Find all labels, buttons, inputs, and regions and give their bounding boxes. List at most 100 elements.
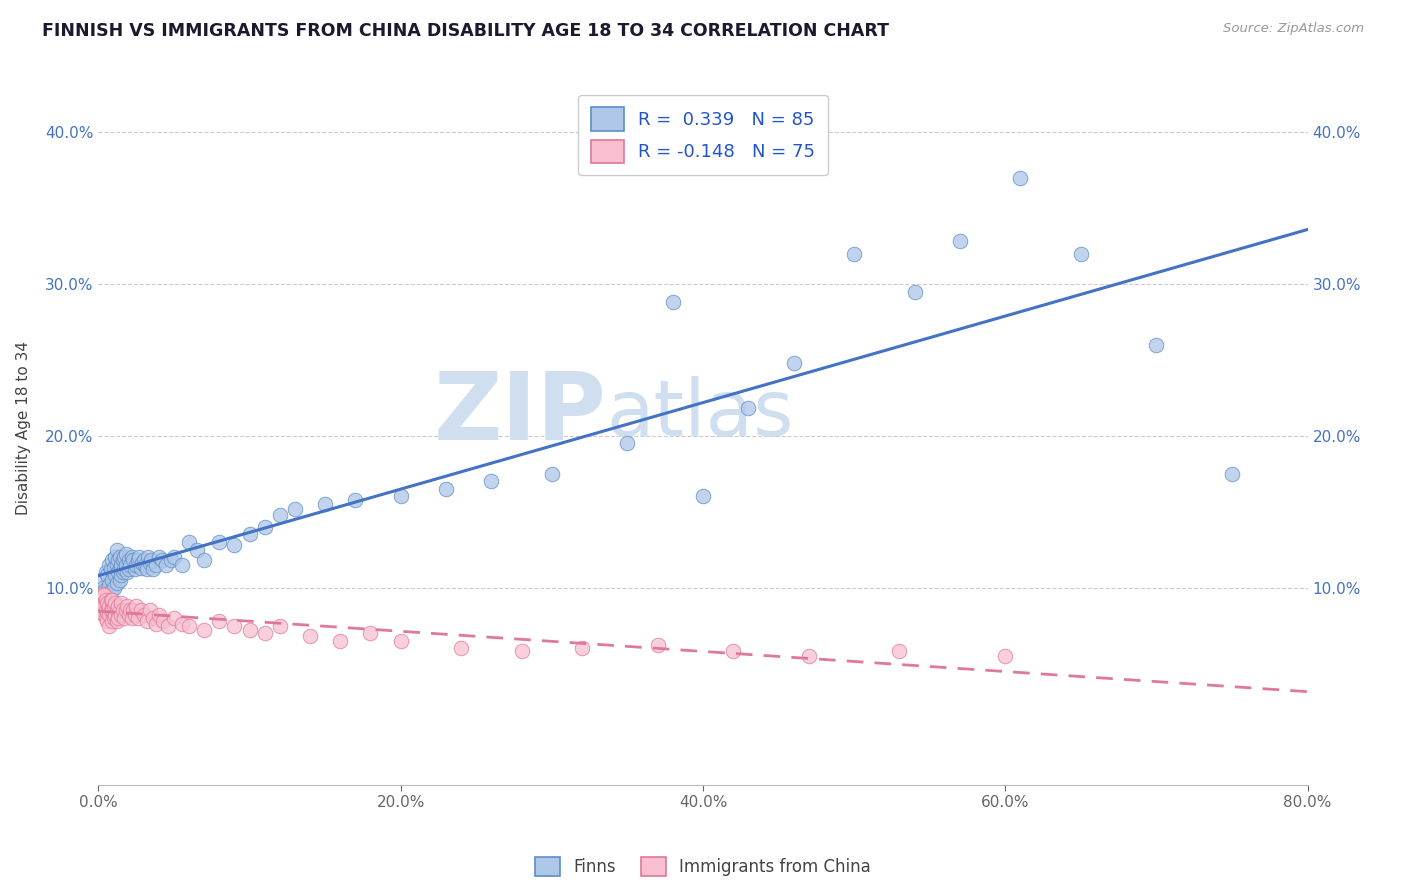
Point <box>156 618 179 632</box>
Point <box>107 599 129 613</box>
Point <box>98 558 121 572</box>
Point <box>105 603 128 617</box>
Text: FINNISH VS IMMIGRANTS FROM CHINA DISABILITY AGE 18 TO 34 CORRELATION CHART: FINNISH VS IMMIGRANTS FROM CHINA DISABIL… <box>42 22 889 40</box>
Point <box>110 607 132 622</box>
Point <box>434 482 457 496</box>
Point <box>1070 246 1092 260</box>
Point <box>93 583 115 598</box>
Point <box>224 538 246 552</box>
Point <box>661 295 683 310</box>
Point <box>115 566 138 580</box>
Point <box>93 599 115 613</box>
Point <box>118 562 141 576</box>
Point <box>101 592 124 607</box>
Point <box>101 553 124 567</box>
Point <box>616 436 638 450</box>
Point <box>94 603 117 617</box>
Point <box>105 614 128 628</box>
Point <box>1010 170 1032 185</box>
Point <box>142 611 165 625</box>
Point <box>94 588 117 602</box>
Point <box>104 607 127 622</box>
Point <box>120 603 142 617</box>
Point <box>269 508 291 522</box>
Point <box>128 550 150 565</box>
Point <box>91 581 114 595</box>
Point <box>647 638 669 652</box>
Point <box>121 611 143 625</box>
Point <box>124 607 146 622</box>
Point <box>170 558 193 572</box>
Point <box>105 576 128 591</box>
Point <box>389 633 412 648</box>
Point <box>100 592 122 607</box>
Point <box>101 614 124 628</box>
Point <box>314 497 336 511</box>
Point <box>904 285 927 299</box>
Point <box>112 611 135 625</box>
Point <box>90 573 112 587</box>
Point <box>253 626 276 640</box>
Point <box>269 618 291 632</box>
Point <box>108 603 131 617</box>
Point <box>160 553 183 567</box>
Point <box>108 573 131 587</box>
Point <box>692 490 714 504</box>
Point <box>108 550 131 565</box>
Point <box>90 592 112 607</box>
Point <box>142 562 165 576</box>
Point <box>120 558 142 572</box>
Point <box>481 475 503 489</box>
Point <box>1144 337 1167 351</box>
Point <box>253 520 276 534</box>
Point <box>135 562 157 576</box>
Point <box>127 611 149 625</box>
Point <box>94 566 117 580</box>
Point <box>136 550 159 565</box>
Point <box>101 603 124 617</box>
Point <box>797 648 820 663</box>
Point <box>122 553 145 567</box>
Point <box>100 562 122 576</box>
Point <box>208 535 231 549</box>
Text: ZIP: ZIP <box>433 368 606 460</box>
Point <box>91 587 114 601</box>
Point <box>103 599 125 613</box>
Point <box>124 562 146 576</box>
Text: atlas: atlas <box>606 376 794 452</box>
Point <box>108 562 131 576</box>
Point <box>112 550 135 565</box>
Point <box>93 588 115 602</box>
Point <box>96 596 118 610</box>
Point <box>299 629 322 643</box>
Point <box>121 550 143 565</box>
Point <box>145 558 167 572</box>
Point <box>131 556 153 570</box>
Point <box>139 603 162 617</box>
Point <box>141 553 163 567</box>
Point <box>104 550 127 565</box>
Point <box>389 490 412 504</box>
Point <box>107 566 129 580</box>
Point <box>115 599 138 613</box>
Point <box>114 603 136 617</box>
Point <box>104 568 127 582</box>
Point <box>93 607 115 622</box>
Point <box>139 556 162 570</box>
Point <box>100 603 122 617</box>
Point <box>125 599 148 613</box>
Point <box>239 527 262 541</box>
Point <box>163 550 186 565</box>
Point <box>114 558 136 572</box>
Point <box>110 558 132 572</box>
Point <box>122 603 145 617</box>
Point <box>224 618 246 632</box>
Point <box>132 553 155 567</box>
Point <box>994 648 1017 663</box>
Point <box>148 550 170 565</box>
Point <box>737 401 759 416</box>
Point <box>949 235 972 249</box>
Point <box>127 553 149 567</box>
Point <box>114 547 136 561</box>
Point <box>723 644 745 658</box>
